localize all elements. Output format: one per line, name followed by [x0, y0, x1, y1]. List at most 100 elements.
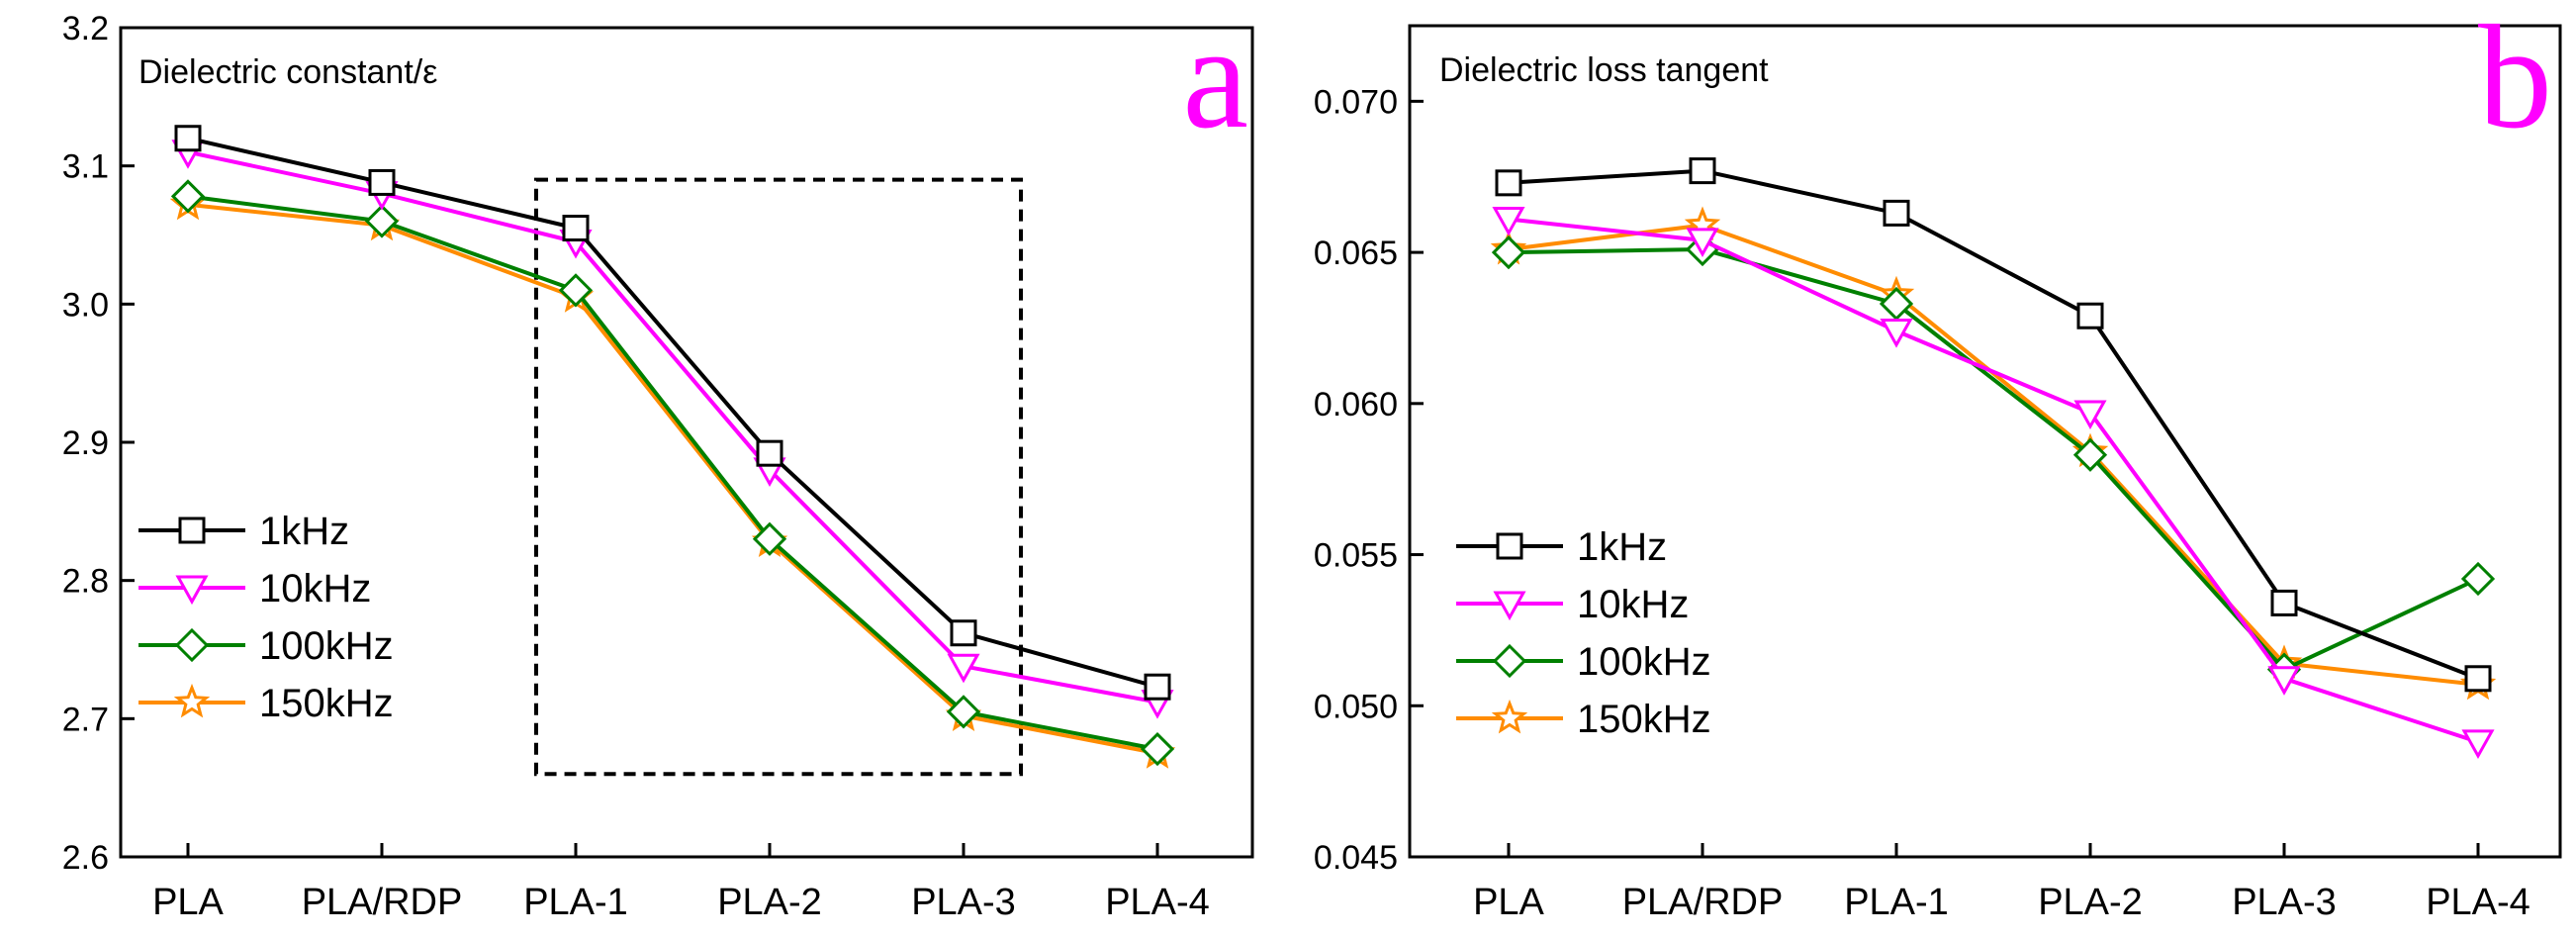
legend-label: 150kHz	[259, 682, 394, 725]
highlight-box	[534, 177, 1023, 777]
data-point	[1689, 157, 1716, 185]
data-point	[2460, 561, 2496, 597]
legend-label: 1kHz	[259, 510, 349, 553]
chart-title: Dielectric loss tangent	[1439, 51, 1769, 89]
y-tick-label: 0.070	[1314, 83, 1398, 121]
series-line	[187, 202, 1158, 756]
x-tick-label: PLA-4	[1105, 882, 1210, 923]
data-point	[2461, 729, 2495, 759]
y-tick-label: 3.1	[62, 148, 109, 186]
data-point	[364, 204, 400, 238]
data-point	[174, 125, 202, 152]
data-point	[368, 168, 396, 196]
panel-letter: b	[2478, 0, 2552, 159]
chart-title: Dielectric constant/ε	[138, 53, 437, 91]
legend-item: 150kHz	[138, 682, 394, 725]
data-point	[558, 273, 594, 308]
legend-label: 100kHz	[259, 624, 394, 668]
data-point	[1495, 169, 1522, 197]
y-tick-label: 0.055	[1314, 537, 1398, 575]
legend-label: 100kHz	[1577, 640, 1711, 684]
x-tick-label: PLA-2	[2038, 882, 2143, 923]
y-tick-label: 0.060	[1314, 386, 1398, 423]
legend-item: 1kHz	[1456, 525, 1667, 569]
legend-item: 150kHz	[1456, 698, 1711, 741]
legend-marker	[175, 575, 209, 606]
data-point	[1686, 228, 1719, 257]
x-tick-label: PLA-1	[523, 882, 628, 923]
legend: 1kHz 10kHz 100kHz 150kHz	[138, 510, 394, 725]
panel-letter: a	[1182, 0, 1248, 159]
data-point	[752, 521, 787, 556]
data-point	[1880, 319, 1913, 348]
legend-item: 1kHz	[138, 510, 349, 553]
legend-label: 10kHz	[259, 567, 371, 610]
series-line	[187, 194, 1158, 752]
x-tick-label: PLA-3	[911, 882, 1016, 923]
y-tick-label: 2.9	[62, 424, 109, 462]
y-tick-label: 3.2	[62, 10, 109, 47]
x-tick-label: PLA/RDP	[302, 882, 463, 923]
legend-label: 1kHz	[1577, 525, 1667, 569]
data-point	[950, 619, 977, 647]
legend-marker	[178, 516, 206, 544]
chart-panel-a: 2.6 2.7 2.8 2.9 3.0 3.1 3.2 PLA PLA/RDP PLA-1 PLA-…	[62, 0, 1254, 923]
series-line	[187, 136, 1158, 690]
series-line	[1508, 217, 2479, 744]
data-point	[946, 695, 981, 729]
series-10kHz	[1492, 206, 2495, 759]
y-tick-label: 2.7	[62, 701, 109, 738]
data-point	[2073, 400, 2107, 430]
legend: 1kHz 10kHz 100kHz 150kHz	[1456, 525, 1711, 741]
data-point	[1492, 206, 1525, 236]
data-point	[1491, 235, 1526, 270]
x-tick-label: PLA-4	[2426, 882, 2530, 923]
legend-label: 150kHz	[1577, 698, 1711, 741]
series-100kHz	[170, 179, 1175, 767]
series-1kHz	[1495, 157, 2492, 693]
y-tick-label: 0.065	[1314, 235, 1398, 272]
legend-marker	[1493, 591, 1526, 621]
y-tick-label: 2.6	[62, 839, 109, 877]
data-point	[1144, 673, 1171, 701]
legend-marker	[1492, 643, 1527, 679]
data-point	[2464, 665, 2492, 693]
legend-item: 10kHz	[138, 567, 371, 610]
y-tick-label: 2.8	[62, 563, 109, 601]
data-point	[756, 439, 783, 467]
legend-marker	[173, 683, 211, 718]
legend-label: 10kHz	[1577, 583, 1689, 626]
plot-frame	[1408, 24, 2562, 859]
chart-panel-b: 0.045 0.050 0.055 0.060 0.065 0.070 PLA PLA/RDP…	[1314, 0, 2562, 923]
x-tick-label: PLA-2	[717, 882, 822, 923]
plot-frame	[119, 26, 1254, 859]
data-point	[170, 179, 206, 214]
y-tick-label: 3.0	[62, 286, 109, 324]
data-point	[2270, 589, 2298, 616]
data-point	[947, 653, 980, 684]
data-point	[562, 215, 590, 242]
x-tick-label: PLA-1	[1844, 882, 1949, 923]
series-1kHz	[174, 125, 1171, 701]
series-line	[187, 149, 1158, 704]
data-point	[2072, 437, 2108, 472]
legend-item: 100kHz	[138, 624, 394, 668]
legend-item: 100kHz	[1456, 640, 1711, 684]
series-line	[1508, 247, 2479, 672]
data-point	[1140, 731, 1175, 767]
x-tick-label: PLA/RDP	[1622, 882, 1784, 923]
series-line	[1508, 168, 2479, 681]
legend-marker	[1491, 699, 1528, 734]
legend-marker	[1496, 532, 1523, 560]
y-tick-label: 0.045	[1314, 839, 1398, 877]
x-tick-label: PLA	[152, 882, 224, 923]
data-point	[2076, 302, 2104, 329]
data-point	[2267, 666, 2301, 696]
legend-item: 10kHz	[1456, 583, 1689, 626]
legend-marker	[174, 627, 210, 663]
data-point	[1883, 199, 1910, 227]
x-tick-label: PLA-3	[2232, 882, 2337, 923]
x-tick-label: PLA	[1473, 882, 1544, 923]
